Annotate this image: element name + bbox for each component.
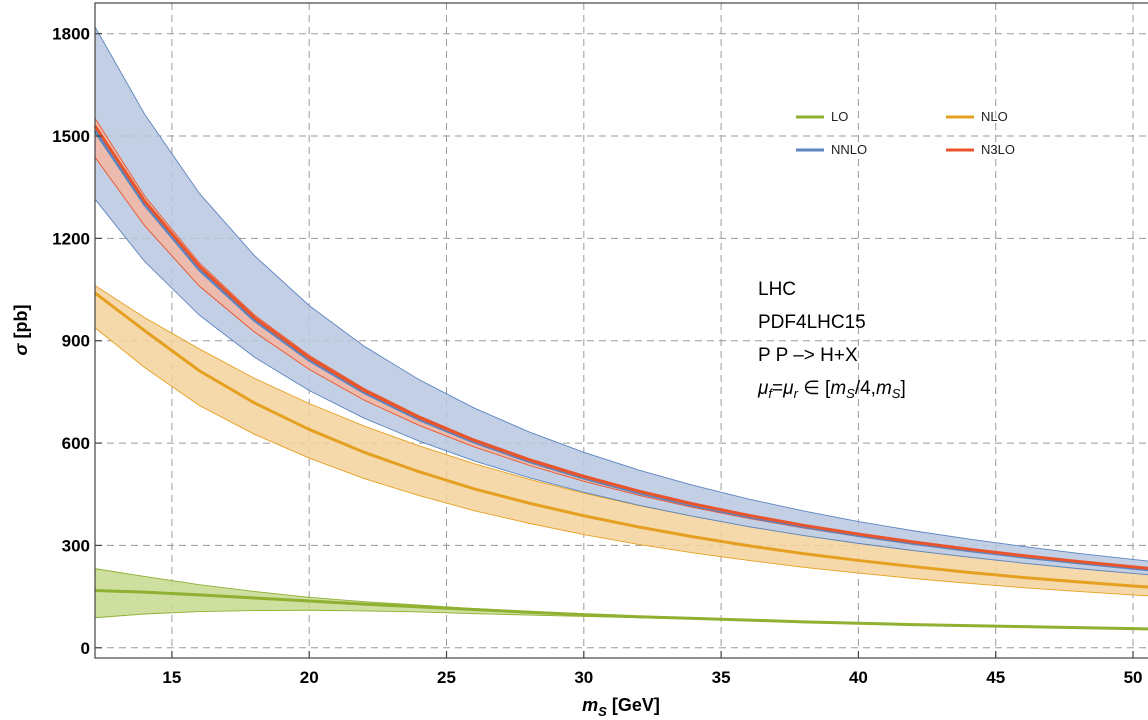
legend-label-n3lo: N3LO xyxy=(981,142,1015,157)
y-tick-label: 300 xyxy=(62,536,90,555)
x-axis-symbol: m xyxy=(582,695,598,715)
y-axis-symbol: σ xyxy=(11,342,31,355)
y-tick-label: 600 xyxy=(62,434,90,453)
annotation: LHC PDF4LHC15 P P –> H+X μf=μr ∈ [mS/4,m… xyxy=(757,279,906,401)
y-tick-label: 1500 xyxy=(52,127,90,146)
x-axis-unit: [GeV] xyxy=(607,695,660,715)
x-tick-label: 15 xyxy=(162,668,181,687)
x-tick-label: 25 xyxy=(437,668,456,687)
x-axis-label: mS [GeV] xyxy=(582,695,660,719)
y-tick-label: 900 xyxy=(62,332,90,351)
x-tick-label: 50 xyxy=(1124,668,1143,687)
y-tick-label: 1200 xyxy=(52,229,90,248)
y-axis-label: σ [pb] xyxy=(11,305,31,356)
annotation-process: P P –> H+X xyxy=(758,345,858,366)
x-axis-subscript: S xyxy=(598,704,607,719)
line-n3lo xyxy=(93,124,1148,570)
x-tick-label: 45 xyxy=(986,668,1005,687)
legend-label-nnlo: NNLO xyxy=(831,142,867,157)
x-tick-label: 20 xyxy=(300,668,319,687)
line-nlo xyxy=(94,291,1148,589)
y-axis-unit: [pb] xyxy=(11,305,31,344)
legend: LO NLO NNLO N3LO xyxy=(796,109,1015,157)
y-tick-label: 0 xyxy=(81,639,90,658)
y-tick-label: 1800 xyxy=(52,25,90,44)
legend-label-nlo: NLO xyxy=(981,109,1008,124)
legend-label-lo: LO xyxy=(831,109,848,124)
band-nnlo xyxy=(94,25,1148,576)
grid xyxy=(95,3,1148,658)
plot-frame xyxy=(94,2,1148,659)
x-tick-label: 35 xyxy=(712,668,731,687)
x-tick-label: 30 xyxy=(574,668,593,687)
axis-ticks: 15 20 25 30 35 40 45 50 0 300 600 900 1200 1500 1800 xyxy=(52,25,1142,687)
annotation-pdf: PDF4LHC15 xyxy=(758,312,866,333)
x-tick-label: 40 xyxy=(849,668,868,687)
central-lines xyxy=(93,124,1148,631)
annotation-collider: LHC xyxy=(758,279,796,300)
annotation-scales: μf=μr ∈ [mS/4,mS] xyxy=(757,378,906,401)
line-lo xyxy=(94,588,1148,631)
